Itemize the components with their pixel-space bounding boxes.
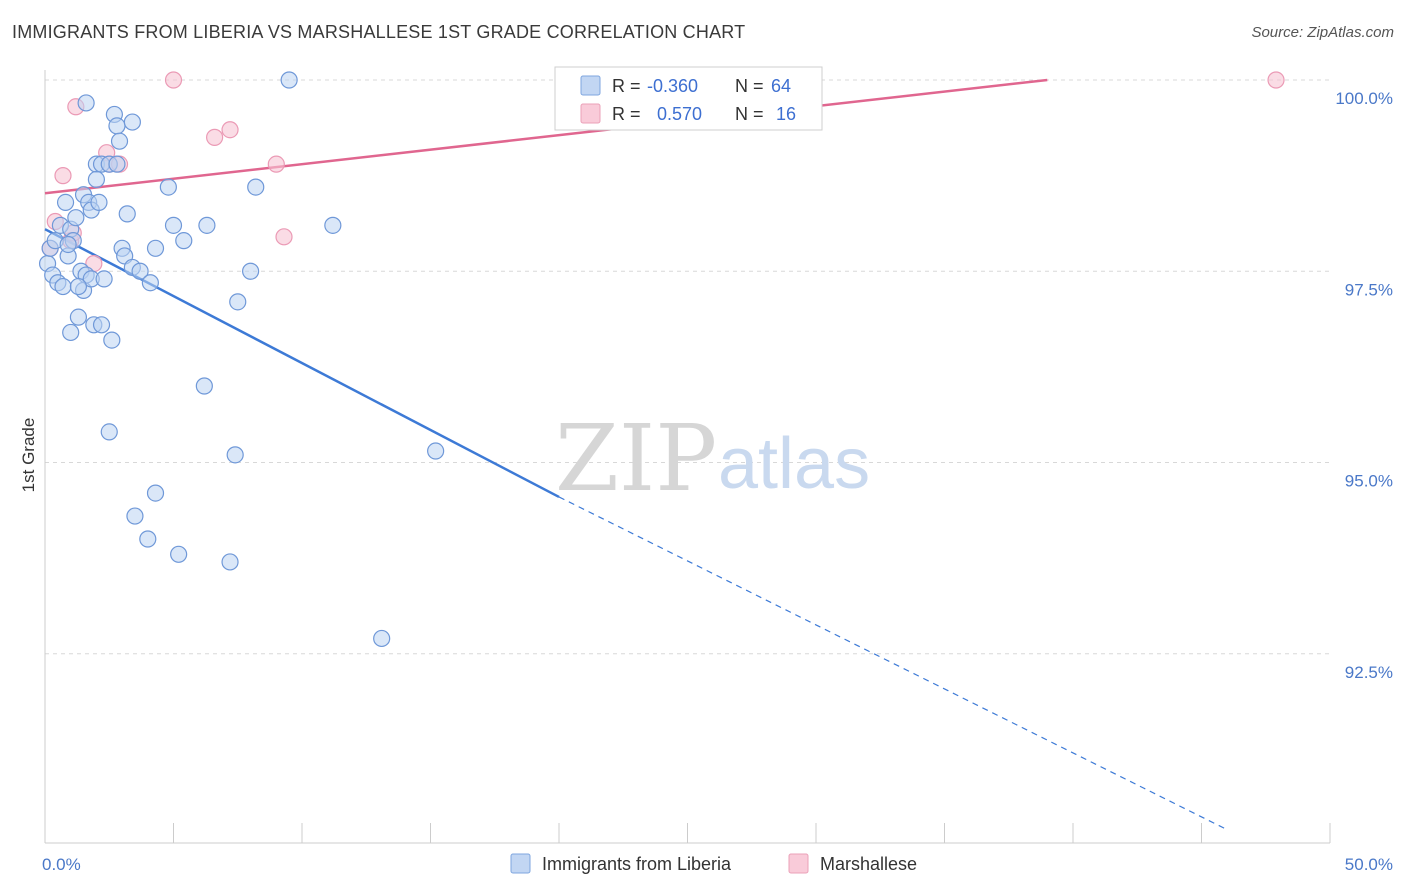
point-liberia (126, 507, 144, 525)
y-tick-labels: 92.5% 95.0% 97.5% 100.0% (1335, 89, 1393, 682)
correlation-legend: R = -0.360 N = 64 R = 0.570 N = 16 (554, 66, 823, 131)
point-liberia (69, 277, 88, 296)
point-liberia (118, 205, 136, 223)
trend-line-liberia-extension (558, 496, 1228, 831)
trend-line-marshallese (44, 78, 1048, 195)
point-liberia (427, 442, 445, 460)
point-marshallese (164, 71, 183, 89)
point-liberia (247, 178, 265, 196)
point-liberia (280, 71, 298, 89)
point-marshallese (54, 167, 72, 185)
watermark-atlas: atlas (718, 424, 870, 504)
point-liberia (324, 216, 342, 234)
point-liberia (141, 274, 159, 292)
point-marshallese (221, 121, 239, 139)
point-liberia (77, 94, 95, 112)
point-liberia (164, 216, 183, 234)
point-liberia (108, 117, 126, 135)
point-liberia (131, 262, 149, 280)
point-liberia (56, 193, 75, 211)
point-marshallese (275, 228, 293, 246)
bottom-legend-label-liberia: Immigrants from Liberia (542, 854, 732, 874)
point-liberia (90, 193, 108, 211)
point-liberia (242, 262, 260, 280)
point-liberia (59, 235, 77, 254)
point-liberia (229, 293, 247, 311)
point-liberia (87, 170, 106, 189)
point-liberia (139, 530, 157, 548)
point-liberia (69, 308, 88, 326)
point-liberia (67, 209, 85, 227)
x-tick-label: 0.0% (42, 855, 81, 874)
data-points (38, 71, 1285, 648)
point-liberia (92, 316, 111, 334)
y-axis-title: 1st Grade (19, 418, 38, 493)
point-liberia (110, 132, 129, 150)
legend-r-value-2: 0.570 (657, 104, 702, 124)
legend-n-value-2: 16 (776, 104, 796, 124)
trend-line-liberia (44, 228, 560, 499)
point-liberia (226, 446, 244, 464)
y-tick-label: 100.0% (1335, 89, 1393, 108)
legend-n-label-1: N = (735, 76, 764, 96)
legend-r-label-2: R = (612, 104, 641, 124)
x-tick-label: 50.0% (1345, 855, 1393, 874)
bottom-legend-swatch-blue (510, 853, 531, 874)
y-tick-label: 92.5% (1345, 663, 1393, 682)
series-legend: Immigrants from Liberia Marshallese (510, 853, 917, 874)
point-marshallese (1267, 71, 1285, 89)
legend-swatch-blue (580, 75, 601, 96)
bottom-legend-label-marshallese: Marshallese (820, 854, 917, 874)
legend-r-label-1: R = (612, 76, 641, 96)
legend-n-value-1: 64 (771, 76, 791, 96)
point-liberia (221, 553, 239, 571)
watermark: ZIP atlas (555, 405, 870, 512)
point-liberia (123, 113, 141, 131)
source-label: Source: ZipAtlas.com (1251, 24, 1394, 41)
point-marshallese (206, 128, 224, 146)
legend-n-label-2: N = (735, 104, 764, 124)
point-liberia (95, 270, 113, 288)
y-tick-label: 97.5% (1345, 280, 1393, 299)
x-tick-labels: 0.0% 50.0% (42, 855, 1393, 874)
point-liberia (175, 232, 193, 250)
point-marshallese (267, 155, 285, 173)
axes (44, 70, 1331, 844)
legend-swatch-pink (580, 103, 601, 124)
point-liberia (108, 155, 126, 173)
point-liberia (62, 323, 80, 342)
watermark-zip: ZIP (555, 405, 717, 512)
bottom-legend-swatch-pink (788, 853, 809, 874)
point-liberia (146, 484, 165, 502)
point-liberia (159, 178, 177, 196)
point-liberia (198, 216, 216, 234)
point-liberia (170, 545, 188, 563)
grid-lines (45, 79, 1330, 655)
point-liberia (195, 377, 213, 395)
point-liberia (373, 629, 391, 648)
point-liberia (100, 423, 118, 441)
legend-r-value-1: -0.360 (647, 76, 698, 96)
point-liberia (54, 277, 72, 296)
point-liberia (146, 239, 165, 257)
chart-title: IMMIGRANTS FROM LIBERIA VS MARSHALLESE 1… (12, 22, 746, 42)
point-liberia (103, 331, 121, 349)
y-tick-label: 95.0% (1345, 472, 1393, 491)
